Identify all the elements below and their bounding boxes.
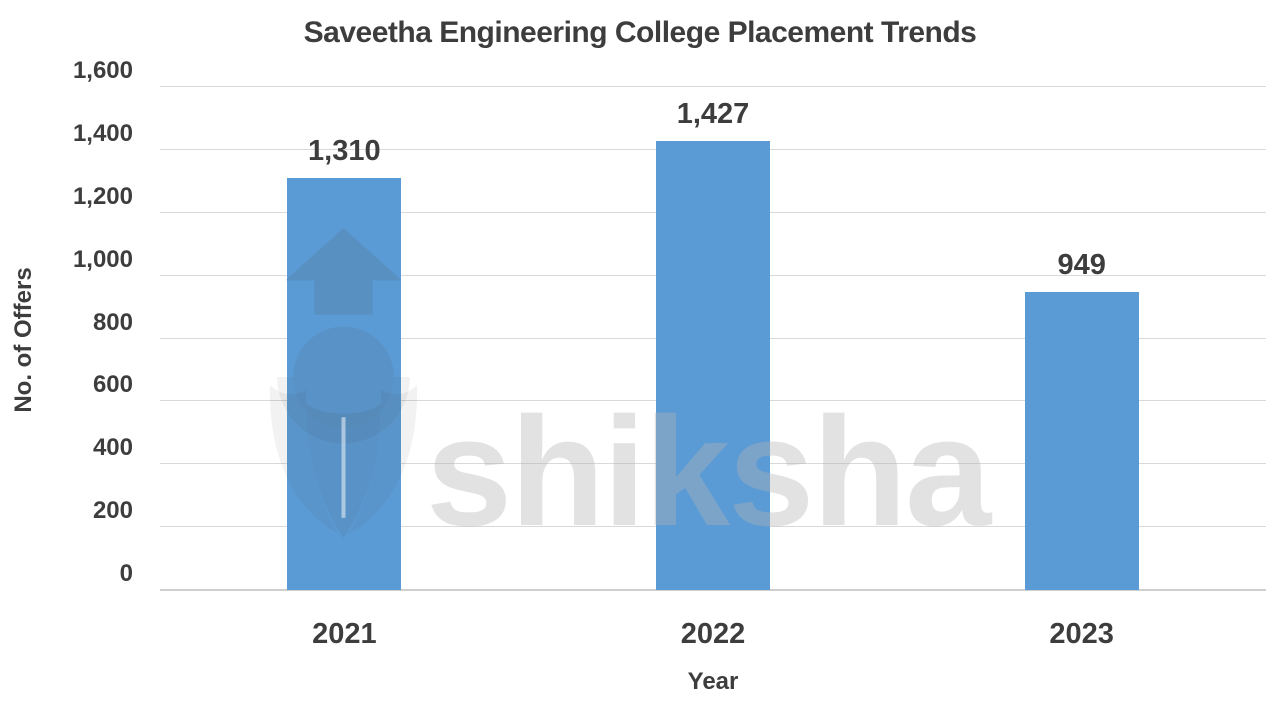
gridline [160, 86, 1266, 87]
y-tick-label: 1,200 [72, 182, 133, 210]
y-tick-label: 1,000 [72, 245, 133, 273]
bar-2021 [287, 178, 402, 590]
plot-area: 1,310 2021 1,427 2022 949 2023 [160, 86, 1266, 650]
bar-value-label: 1,427 [676, 98, 750, 131]
bar-value-label: 949 [1057, 248, 1106, 281]
bar-2023 [1024, 291, 1139, 590]
x-tick-label: 2021 [312, 618, 377, 650]
y-tick-label: 800 [92, 308, 133, 336]
y-axis-tick-labels: 0 200 400 600 800 1,000 1,200 1,400 1,600 [0, 57, 133, 590]
y-tick-label: 200 [92, 497, 133, 525]
y-tick-label: 400 [92, 434, 133, 462]
chart-title: Saveetha Engineering College Placement T… [303, 16, 977, 49]
bar-2022 [656, 141, 770, 590]
y-tick-label: 1,600 [72, 57, 133, 84]
y-tick-label: 1,400 [72, 119, 133, 147]
y-tick-label: 0 [119, 560, 133, 587]
bar-value-label: 1,310 [308, 135, 381, 168]
x-axis-title: Year [687, 668, 739, 695]
y-tick-label: 600 [92, 371, 133, 399]
x-axis-line [160, 589, 1266, 591]
y-axis-title: No. of Offers [10, 267, 37, 413]
x-tick-label: 2023 [1049, 618, 1114, 650]
x-tick-label: 2022 [680, 618, 746, 650]
